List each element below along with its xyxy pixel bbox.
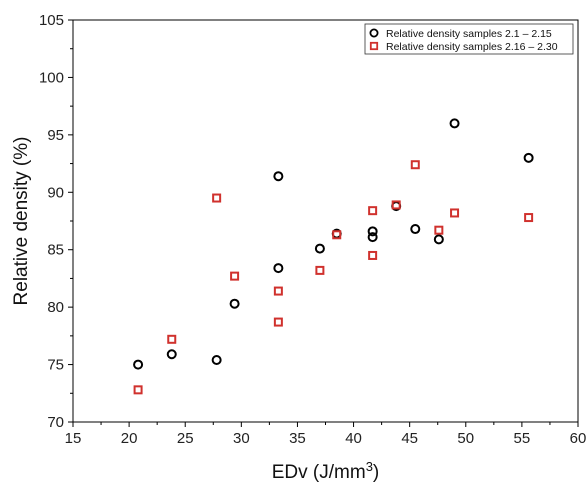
data-point-series-1	[133, 359, 144, 370]
data-point-series-1	[433, 234, 444, 245]
x-tick-label: 40	[345, 430, 362, 447]
data-point-series-2	[167, 334, 177, 344]
data-point-series-2	[391, 200, 401, 210]
data-point-series-1	[273, 171, 284, 182]
data-point-series-2	[332, 230, 342, 240]
plot-marks	[133, 118, 534, 395]
data-point-series-1	[229, 298, 240, 309]
data-point-series-2	[230, 271, 240, 281]
legend-marker-circle	[369, 28, 379, 38]
x-tick-label: 55	[514, 430, 531, 447]
x-tick-label: 45	[401, 430, 418, 447]
data-point-series-1	[523, 152, 534, 163]
y-tick-label: 100	[39, 69, 64, 86]
x-tick-label: 50	[457, 430, 474, 447]
x-tick-label: 35	[289, 430, 306, 447]
y-tick-label: 90	[47, 184, 64, 201]
data-point-series-1	[273, 263, 284, 274]
y-tick-label: 70	[47, 414, 64, 431]
data-point-series-1	[410, 224, 421, 235]
data-point-series-1	[314, 243, 325, 254]
x-axis-title: EDv (J/mm3)	[272, 459, 380, 483]
legend-marker-square	[369, 41, 379, 51]
legend-label: Relative density samples 2.1 – 2.15	[386, 28, 552, 40]
data-point-series-2	[315, 265, 325, 275]
data-point-series-2	[450, 208, 460, 218]
data-point-series-2	[368, 250, 378, 260]
data-point-series-2	[273, 317, 283, 327]
legend-box	[364, 23, 574, 55]
y-tick-label: 80	[47, 299, 64, 316]
data-point-series-2	[434, 225, 444, 235]
legend-label: Relative density samples 2.16 – 2.30	[386, 41, 558, 53]
y-tick-label: 95	[47, 127, 64, 144]
data-point-series-2	[368, 206, 378, 216]
data-point-series-1	[367, 232, 378, 243]
data-point-series-1	[367, 226, 378, 237]
x-tick-label: 15	[65, 430, 82, 447]
data-point-series-2	[212, 193, 222, 203]
legend: Relative density samples 2.1 – 2.15Relat…	[364, 23, 574, 55]
x-tick-label: 20	[121, 430, 138, 447]
axis-ticks: 15 20 25 30 35 40 45 50 55 60 70 75 80 85 90 95 100 105	[39, 12, 586, 447]
y-axis-title: Relative density (%)	[11, 137, 32, 306]
data-point-series-1	[211, 354, 222, 365]
x-tick-label: 30	[233, 430, 250, 447]
y-tick-label: 105	[39, 12, 64, 29]
data-point-series-1	[166, 349, 177, 360]
data-point-series-1	[449, 118, 460, 129]
data-point-series-2	[524, 213, 534, 223]
x-tick-label: 60	[570, 430, 587, 447]
data-point-series-2	[133, 385, 143, 395]
x-tick-label: 25	[177, 430, 194, 447]
y-tick-label: 85	[47, 242, 64, 259]
data-point-series-2	[410, 160, 420, 170]
data-point-series-2	[273, 286, 283, 296]
y-tick-label: 75	[47, 357, 64, 374]
